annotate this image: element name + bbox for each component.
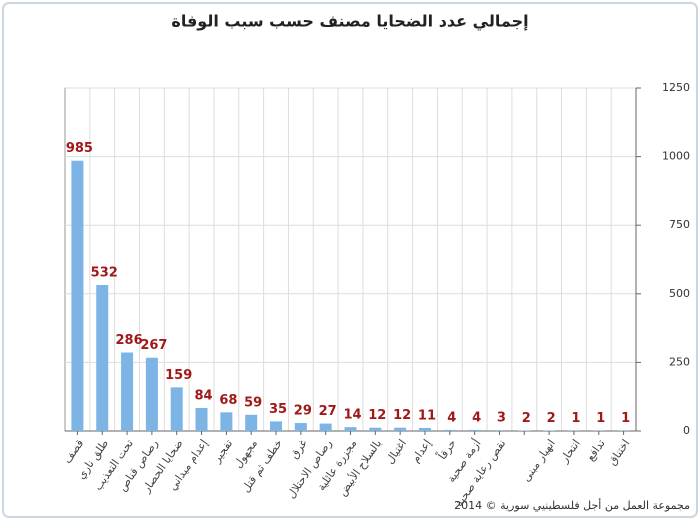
bar xyxy=(369,427,382,431)
value-label: 2 xyxy=(547,411,556,426)
value-label: 3 xyxy=(497,411,506,426)
bar xyxy=(344,427,357,431)
value-label: 35 xyxy=(269,402,287,417)
bar xyxy=(145,357,158,431)
value-label: 14 xyxy=(343,408,361,423)
value-label: 84 xyxy=(194,388,212,403)
bar xyxy=(96,285,109,431)
plot-area xyxy=(64,87,637,432)
bar xyxy=(220,412,233,431)
value-label: 27 xyxy=(319,404,337,419)
value-label: 1 xyxy=(571,411,580,426)
bar xyxy=(245,414,258,431)
value-label: 267 xyxy=(140,338,167,353)
value-label: 532 xyxy=(91,266,118,281)
value-label: 68 xyxy=(219,393,237,408)
value-label: 59 xyxy=(244,395,262,410)
bar xyxy=(394,427,407,431)
bar xyxy=(294,423,307,431)
bar xyxy=(418,427,431,431)
value-label: 4 xyxy=(447,410,456,425)
bar xyxy=(71,160,84,431)
y-tick-label: 1000 xyxy=(662,150,690,163)
source: مجموعة العمل من أجل فلسطينيي سورية © 201… xyxy=(454,498,690,512)
bar xyxy=(493,430,506,431)
value-label: 11 xyxy=(418,408,436,423)
value-label: 4 xyxy=(472,410,481,425)
bar xyxy=(468,429,481,431)
bar xyxy=(543,430,556,431)
value-label: 159 xyxy=(165,368,192,383)
bar xyxy=(195,407,208,431)
y-tick-label: 0 xyxy=(683,424,690,437)
bar xyxy=(443,429,456,431)
value-label: 1 xyxy=(596,411,605,426)
chart-title: إجمالي عدد الضحايا مصنف حسب سبب الوفاة xyxy=(171,12,528,32)
value-label: 2 xyxy=(522,411,531,426)
y-tick-label: 500 xyxy=(669,287,690,300)
value-label: 12 xyxy=(368,408,386,423)
bar xyxy=(121,352,134,431)
value-label: 29 xyxy=(294,404,312,419)
value-label: 286 xyxy=(115,333,142,348)
y-tick-label: 250 xyxy=(669,355,690,368)
y-tick-label: 1250 xyxy=(662,81,690,94)
bar xyxy=(170,387,183,431)
bar xyxy=(319,423,332,431)
bar xyxy=(518,430,531,431)
bar xyxy=(270,421,283,431)
value-label: 985 xyxy=(66,141,93,156)
value-label: 12 xyxy=(393,408,411,423)
value-label: 1 xyxy=(621,411,630,426)
y-tick-label: 750 xyxy=(669,218,690,231)
